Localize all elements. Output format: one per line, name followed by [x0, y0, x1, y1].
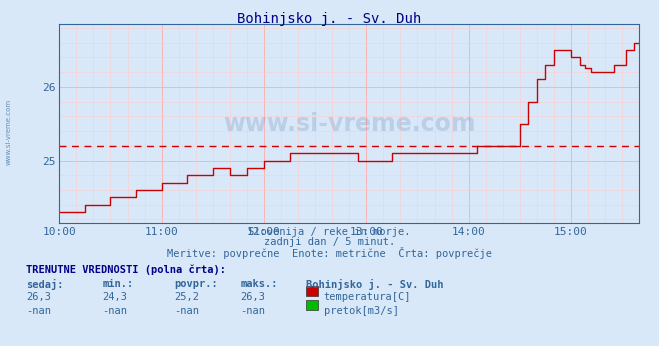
Text: temperatura[C]: temperatura[C]	[324, 292, 411, 302]
Text: Slovenija / reke in morje.: Slovenija / reke in morje.	[248, 227, 411, 237]
Text: -nan: -nan	[102, 306, 127, 316]
Text: maks.:: maks.:	[241, 279, 278, 289]
Text: 26,3: 26,3	[26, 292, 51, 302]
Text: www.si-vreme.com: www.si-vreme.com	[223, 112, 476, 136]
Text: Bohinjsko j. - Sv. Duh: Bohinjsko j. - Sv. Duh	[306, 279, 444, 290]
Text: 25,2: 25,2	[175, 292, 200, 302]
Text: povpr.:: povpr.:	[175, 279, 218, 289]
Text: 24,3: 24,3	[102, 292, 127, 302]
Text: TRENUTNE VREDNOSTI (polna črta):: TRENUTNE VREDNOSTI (polna črta):	[26, 265, 226, 275]
Text: -nan: -nan	[175, 306, 200, 316]
Text: min.:: min.:	[102, 279, 133, 289]
Text: www.si-vreme.com: www.si-vreme.com	[5, 98, 12, 165]
Text: sedaj:: sedaj:	[26, 279, 64, 290]
Text: pretok[m3/s]: pretok[m3/s]	[324, 306, 399, 316]
Text: zadnji dan / 5 minut.: zadnji dan / 5 minut.	[264, 237, 395, 247]
Text: -nan: -nan	[241, 306, 266, 316]
Text: 26,3: 26,3	[241, 292, 266, 302]
Text: Bohinjsko j. - Sv. Duh: Bohinjsko j. - Sv. Duh	[237, 12, 422, 26]
Text: -nan: -nan	[26, 306, 51, 316]
Text: Meritve: povprečne  Enote: metrične  Črta: povprečje: Meritve: povprečne Enote: metrične Črta:…	[167, 247, 492, 260]
